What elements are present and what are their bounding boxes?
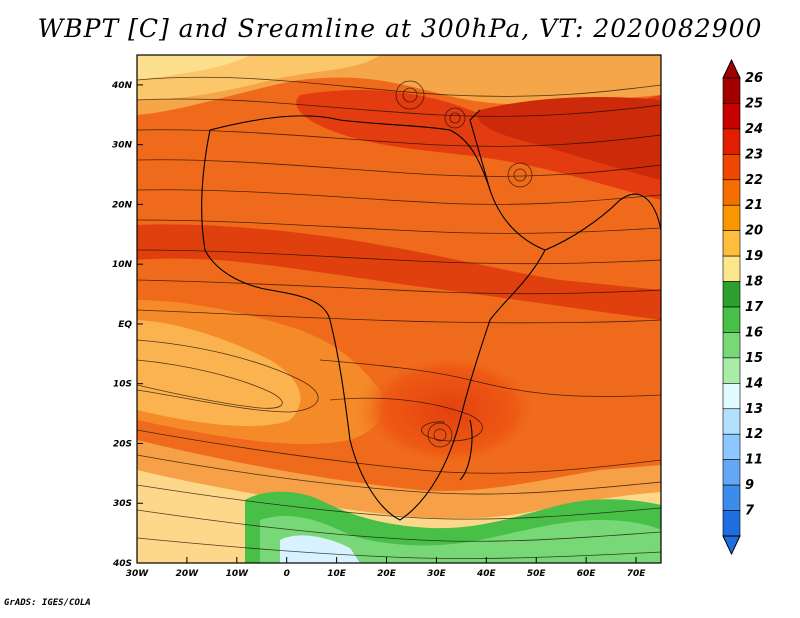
colorbar-label: 9 bbox=[745, 478, 754, 493]
colorbar-label: 20 bbox=[745, 224, 763, 239]
y-tick-label: 40S bbox=[112, 559, 132, 569]
colorbar-cell bbox=[722, 408, 741, 435]
colorbar-label: 17 bbox=[745, 300, 764, 315]
colorbar-label: 22 bbox=[745, 173, 763, 188]
y-tick-label: 30N bbox=[112, 141, 133, 151]
colorbar-cell bbox=[722, 484, 741, 511]
colorbar-cell bbox=[722, 357, 741, 384]
axes: 30W 20W 10W 0 10E 20E 30E 40E 50E 60E 70E 40N 30N 20N… bbox=[111, 81, 646, 579]
x-tick-label: 10E bbox=[327, 569, 347, 579]
colorbar-cell bbox=[722, 332, 741, 359]
colorbar-cell bbox=[722, 510, 741, 537]
colorbar-cell bbox=[722, 103, 741, 130]
x-tick-label: 50E bbox=[527, 569, 547, 579]
y-tick-label: EQ bbox=[118, 320, 132, 330]
colorbar-label: 11 bbox=[745, 453, 763, 468]
chart-title: WBPT [C] and Sreamline at 300hPa, VT: 20… bbox=[37, 14, 763, 43]
colorbar-label: 23 bbox=[745, 147, 763, 162]
colorbar-cell bbox=[722, 281, 741, 308]
y-tick-label: 10N bbox=[112, 260, 133, 270]
colorbar-cell bbox=[722, 154, 741, 181]
colorbar-label: 14 bbox=[745, 376, 763, 391]
colorbar-label: 25 bbox=[745, 96, 763, 111]
x-tick-label: 20W bbox=[176, 569, 200, 579]
x-tick-label: 30E bbox=[427, 569, 447, 579]
colorbar-top-arrow bbox=[722, 58, 741, 79]
colorbar-label: 16 bbox=[745, 325, 763, 340]
colorbar-cell bbox=[722, 433, 741, 460]
streamlines bbox=[137, 76, 661, 559]
colorbar-cell bbox=[722, 179, 741, 206]
y-tick-label: 30S bbox=[113, 499, 132, 509]
colorbar-label: 13 bbox=[745, 402, 763, 417]
x-tick-label: 0 bbox=[284, 569, 290, 579]
x-tick-label: 20E bbox=[377, 569, 397, 579]
colorbar-label: 18 bbox=[745, 275, 763, 290]
footer-credit: GrADS: IGES/COLA bbox=[4, 598, 91, 608]
colorbar-label: 19 bbox=[745, 249, 763, 264]
colorbar-cell bbox=[722, 306, 741, 333]
colorbar-label: 21 bbox=[745, 198, 763, 213]
colorbar-bottom-arrow bbox=[722, 535, 741, 556]
colorbar-cell bbox=[722, 459, 741, 486]
wbpt-field bbox=[137, 55, 661, 563]
x-tick-label: 30W bbox=[126, 569, 150, 579]
x-tick-label: 70E bbox=[627, 569, 647, 579]
colorbar: 26 25 24 23 22 21 20 19 18 17 16 15 14 13 12 11 9 7 bbox=[722, 58, 764, 556]
colorbar-cell bbox=[722, 383, 741, 410]
x-tick-label: 40E bbox=[476, 569, 497, 579]
colorbar-cell bbox=[722, 204, 741, 231]
y-tick-label: 20N bbox=[112, 200, 133, 210]
colorbar-cell bbox=[722, 128, 741, 155]
colorbar-cell bbox=[722, 255, 741, 282]
colorbar-cell bbox=[722, 230, 741, 257]
x-tick-label: 60E bbox=[577, 569, 597, 579]
plot-frame bbox=[136, 54, 662, 564]
coastlines bbox=[201, 109, 661, 521]
y-tick-label: 40N bbox=[111, 81, 133, 91]
colorbar-label: 26 bbox=[745, 71, 763, 86]
colorbar-label: 12 bbox=[745, 427, 763, 442]
colorbar-label: 15 bbox=[745, 351, 763, 366]
colorbar-cell bbox=[722, 77, 741, 104]
colorbar-label: 7 bbox=[745, 504, 755, 519]
colorbar-label: 24 bbox=[745, 122, 763, 137]
y-tick-label: 10S bbox=[113, 380, 132, 390]
x-tick-label: 10W bbox=[226, 569, 250, 579]
y-tick-label: 20S bbox=[113, 439, 132, 449]
